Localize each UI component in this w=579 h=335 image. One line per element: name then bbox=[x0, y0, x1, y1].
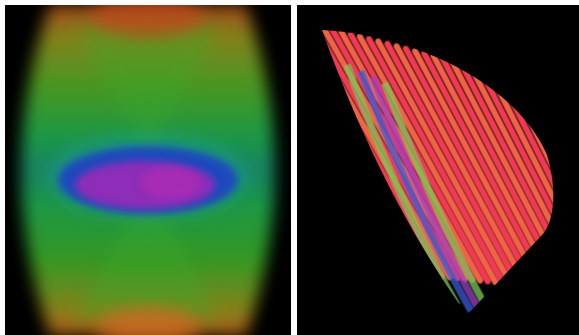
volume-render-image bbox=[21, 5, 275, 335]
fiber-streak bbox=[485, 67, 554, 297]
fiber-inner-strand bbox=[343, 63, 461, 307]
fiber-streak bbox=[375, 38, 514, 287]
fiber-streak bbox=[393, 43, 529, 289]
fiber-streak bbox=[356, 33, 499, 286]
fiber-streak bbox=[458, 60, 554, 294]
fiber-streak bbox=[476, 64, 554, 296]
fiber-streak bbox=[467, 62, 554, 295]
fiber-bundle bbox=[322, 30, 554, 315]
fiber-streak bbox=[347, 31, 491, 285]
fiber-render-panel-right bbox=[297, 5, 579, 335]
fiber-render-image bbox=[322, 30, 554, 315]
fiber-streak bbox=[402, 45, 537, 290]
fiber-inner-strand bbox=[369, 75, 487, 315]
volume-render-panel-left bbox=[5, 5, 291, 335]
fiber-streak bbox=[384, 40, 522, 288]
fiber-streak bbox=[421, 50, 552, 291]
fiber-inner-strand bbox=[381, 81, 499, 315]
fiber-inner-strand bbox=[357, 69, 475, 313]
fiber-streak bbox=[366, 36, 506, 286]
fiber-streak bbox=[412, 48, 544, 290]
